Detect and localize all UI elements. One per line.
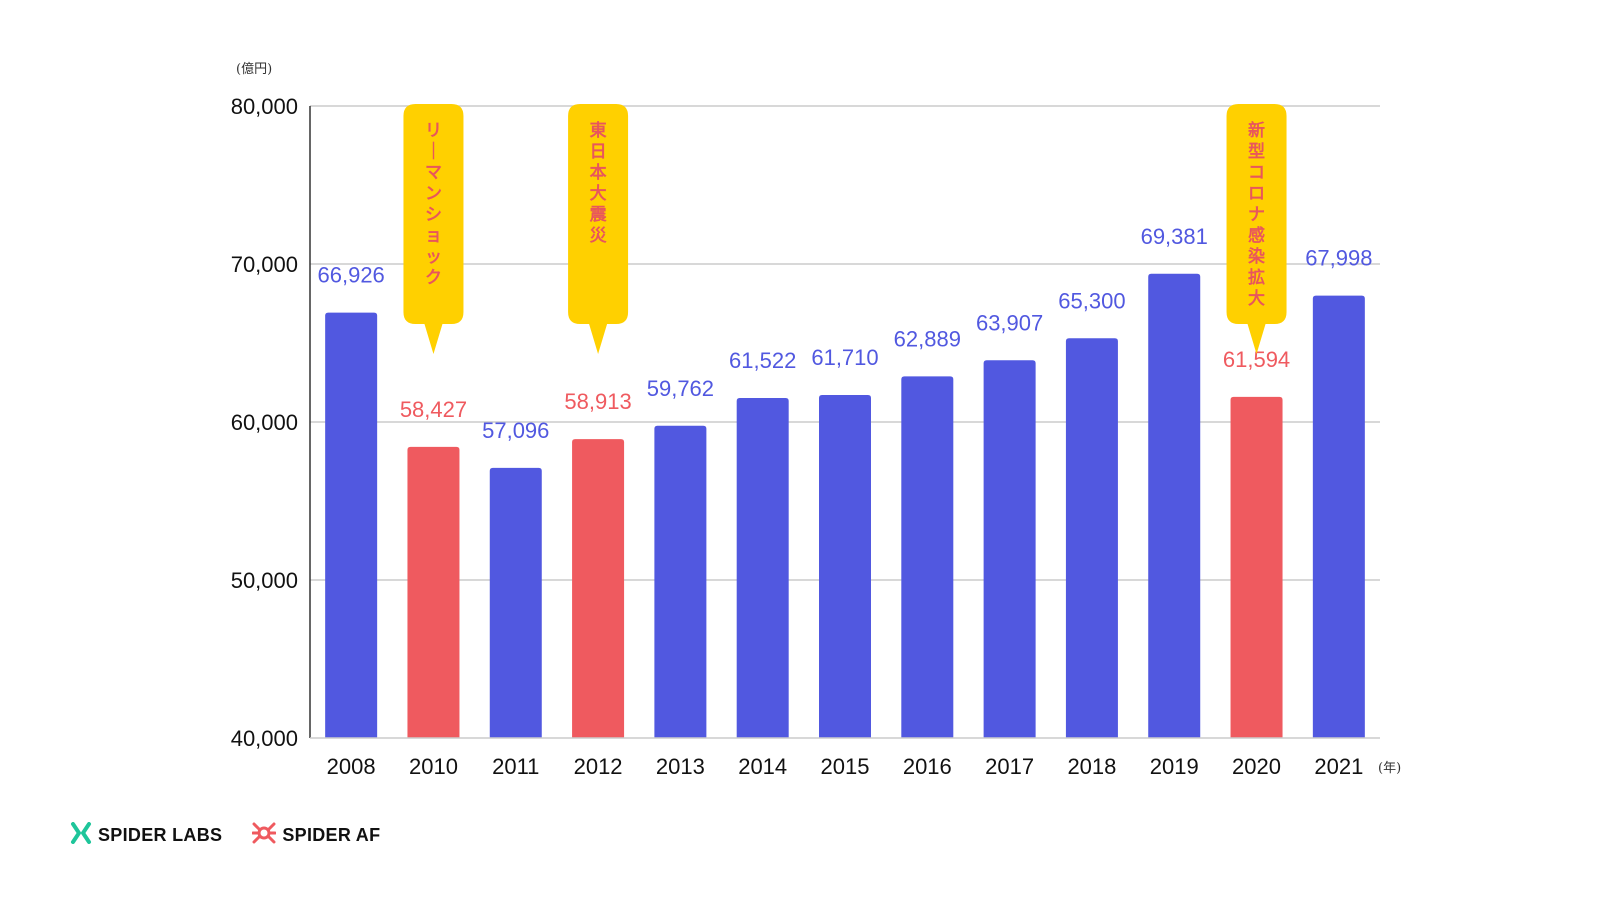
annotation-text: 新型コロナ感染拡大 — [1248, 120, 1265, 309]
y-axis-unit: (億円) — [236, 61, 272, 77]
x-tick-label: 2016 — [903, 754, 952, 779]
data-label: 67,998 — [1305, 246, 1372, 271]
y-tick-label: 80,000 — [231, 94, 298, 119]
data-labels: 66,926 58,427 57,096 58,913 59,762 61,522 61,7… — [318, 224, 1373, 443]
data-label: 62,889 — [894, 326, 961, 351]
annotations: リ｜マンショック 東日本大震災 新型コロナ感染拡大 — [403, 104, 1287, 354]
spider-labs-label: SPIDER LABS — [98, 825, 223, 845]
bars — [325, 273, 1365, 738]
axes: 40,000 50,000 60,000 70,000 80,000 2008 2010 20… — [231, 94, 1380, 779]
footer-logos: SPIDER LABS SPIDER AF — [70, 822, 380, 849]
x-tick-label: 2021 — [1314, 754, 1363, 779]
x-tick-label: 2012 — [574, 754, 623, 779]
y-tick-label: 50,000 — [231, 568, 298, 593]
bar-2012 — [572, 439, 625, 738]
spider-af-label: SPIDER AF — [282, 825, 381, 845]
bar-2010 — [407, 446, 460, 738]
data-label: 61,522 — [729, 348, 796, 373]
callout-bubble — [1226, 104, 1287, 354]
bar-2008 — [325, 312, 378, 738]
data-label: 59,762 — [647, 376, 714, 401]
bar-2015 — [819, 394, 871, 738]
x-tick-label: 2011 — [492, 754, 539, 779]
x-tick-label: 2014 — [738, 754, 787, 779]
data-label: 63,907 — [976, 310, 1043, 335]
bar-2013 — [654, 425, 707, 738]
spider-af-logo: SPIDER AF — [251, 822, 381, 849]
bar-2016 — [901, 376, 954, 738]
spider-labs-icon — [70, 822, 92, 849]
annotation-callout: リ｜マンショック — [403, 104, 464, 354]
bar-2018 — [1065, 338, 1118, 738]
x-tick-label: 2020 — [1232, 754, 1281, 779]
data-label: 61,710 — [811, 345, 878, 370]
data-label: 58,913 — [564, 389, 631, 414]
x-tick-label: 2015 — [821, 754, 870, 779]
bar-2011 — [489, 467, 542, 738]
data-label: 66,926 — [318, 263, 385, 288]
data-label: 58,427 — [400, 397, 467, 422]
x-tick-label: 2017 — [985, 754, 1034, 779]
annotation-callout: 新型コロナ感染拡大 — [1226, 104, 1287, 354]
annotation-text: リ｜マンショック — [425, 121, 442, 288]
callout-bubble — [568, 104, 629, 354]
y-tick-label: 60,000 — [231, 410, 298, 435]
bar-2019 — [1148, 273, 1201, 738]
data-label: 65,300 — [1058, 288, 1125, 313]
x-tick-label: 2008 — [327, 754, 376, 779]
annotation-text: 東日本大震災 — [589, 120, 608, 246]
x-tick-label: 2013 — [656, 754, 705, 779]
spider-af-icon — [251, 822, 277, 849]
y-tick-label: 70,000 — [231, 252, 298, 277]
y-tick-label: 40,000 — [231, 726, 298, 751]
bar-2017 — [983, 360, 1036, 738]
x-axis-unit: (年) — [1378, 761, 1401, 776]
callout-bubble — [403, 104, 464, 354]
annotation-callout: 東日本大震災 — [568, 104, 629, 354]
x-tick-label: 2010 — [409, 754, 458, 779]
bar-2020 — [1230, 396, 1283, 738]
spider-labs-logo: SPIDER LABS — [70, 822, 222, 849]
data-label: 69,381 — [1141, 224, 1208, 249]
x-tick-label: 2018 — [1067, 754, 1116, 779]
bar-2014 — [736, 397, 789, 738]
x-tick-label: 2019 — [1150, 754, 1199, 779]
bar-2021 — [1312, 295, 1365, 738]
data-label: 57,096 — [482, 418, 549, 443]
